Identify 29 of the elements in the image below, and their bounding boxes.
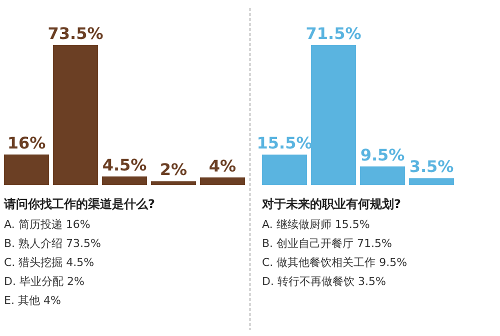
data-label: 4%	[208, 156, 236, 176]
text: C. 猎头挖掘 4.5%	[4, 256, 94, 269]
data-label: 16%	[7, 134, 46, 153]
bar	[409, 178, 454, 185]
bar	[102, 176, 147, 185]
text: 请问你找工作的渠道是什么?	[3, 197, 155, 211]
text: C. 做其他餐饮相关工作 9.5%	[262, 256, 408, 269]
text: E. 其他 4%	[4, 294, 61, 307]
bar	[360, 166, 405, 185]
bar	[311, 45, 356, 185]
data-label: 71.5%	[306, 24, 362, 43]
data-label: 15.5%	[256, 134, 312, 153]
text: A. 简历投递 16%	[4, 218, 90, 231]
text: D. 毕业分配 2%	[4, 275, 84, 288]
data-label: 73.5%	[48, 24, 104, 43]
bar	[262, 154, 307, 185]
data-label: 9.5%	[360, 145, 405, 164]
bar	[151, 181, 196, 185]
data-label: 2%	[160, 160, 188, 180]
text: 对于未来的职业有何规划?	[261, 197, 401, 211]
text: A. 继续做厨师 15.5%	[262, 218, 370, 231]
text: B. 熟人介绍 73.5%	[4, 237, 101, 250]
data-label: 4.5%	[102, 155, 147, 174]
data-label: 3.5%	[409, 157, 454, 176]
bar	[200, 177, 245, 185]
text: D. 转行不再做餐饮 3.5%	[262, 275, 386, 288]
bar	[53, 45, 98, 185]
bar	[4, 154, 49, 185]
text: B. 创业自己开餐厅 71.5%	[262, 237, 392, 250]
